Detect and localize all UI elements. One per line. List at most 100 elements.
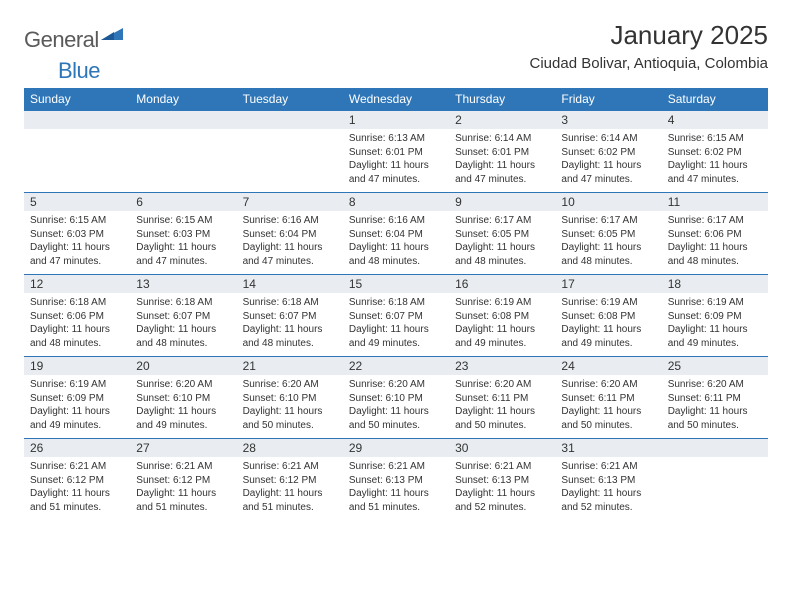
week-daynum-row: 19202122232425	[24, 357, 768, 376]
sunset-line: Sunset: 6:07 PM	[349, 310, 443, 324]
daylight-line: Daylight: 11 hours and 47 minutes.	[455, 159, 549, 186]
daylight-line: Daylight: 11 hours and 47 minutes.	[668, 159, 762, 186]
day-number-cell: 7	[237, 193, 343, 212]
day-detail-cell	[130, 129, 236, 193]
sunrise-line: Sunrise: 6:17 AM	[455, 214, 549, 228]
sunset-line: Sunset: 6:10 PM	[136, 392, 230, 406]
day-detail-cell: Sunrise: 6:20 AMSunset: 6:11 PMDaylight:…	[555, 375, 661, 439]
sunrise-line: Sunrise: 6:15 AM	[30, 214, 124, 228]
day-number-cell: 14	[237, 275, 343, 294]
sunset-line: Sunset: 6:10 PM	[243, 392, 337, 406]
sunrise-line: Sunrise: 6:19 AM	[561, 296, 655, 310]
day-detail-cell: Sunrise: 6:19 AMSunset: 6:09 PMDaylight:…	[24, 375, 130, 439]
daylight-line: Daylight: 11 hours and 47 minutes.	[349, 159, 443, 186]
sunrise-line: Sunrise: 6:16 AM	[243, 214, 337, 228]
sunset-line: Sunset: 6:12 PM	[30, 474, 124, 488]
sunset-line: Sunset: 6:08 PM	[455, 310, 549, 324]
sunset-line: Sunset: 6:12 PM	[136, 474, 230, 488]
week-detail-row: Sunrise: 6:15 AMSunset: 6:03 PMDaylight:…	[24, 211, 768, 275]
daylight-line: Daylight: 11 hours and 50 minutes.	[349, 405, 443, 432]
day-number-cell	[237, 111, 343, 130]
day-detail-cell	[662, 457, 768, 520]
daylight-line: Daylight: 11 hours and 48 minutes.	[243, 323, 337, 350]
day-detail-cell: Sunrise: 6:21 AMSunset: 6:12 PMDaylight:…	[130, 457, 236, 520]
week-daynum-row: 12131415161718	[24, 275, 768, 294]
day-detail-cell: Sunrise: 6:18 AMSunset: 6:07 PMDaylight:…	[237, 293, 343, 357]
daylight-line: Daylight: 11 hours and 49 minutes.	[455, 323, 549, 350]
sunrise-line: Sunrise: 6:15 AM	[136, 214, 230, 228]
daylight-line: Daylight: 11 hours and 49 minutes.	[136, 405, 230, 432]
day-detail-cell: Sunrise: 6:19 AMSunset: 6:08 PMDaylight:…	[555, 293, 661, 357]
sunrise-line: Sunrise: 6:21 AM	[30, 460, 124, 474]
daylight-line: Daylight: 11 hours and 51 minutes.	[243, 487, 337, 514]
day-detail-cell: Sunrise: 6:20 AMSunset: 6:11 PMDaylight:…	[662, 375, 768, 439]
week-daynum-row: 1234	[24, 111, 768, 130]
day-header-row: SundayMondayTuesdayWednesdayThursdayFrid…	[24, 88, 768, 111]
day-detail-cell	[24, 129, 130, 193]
day-detail-cell: Sunrise: 6:18 AMSunset: 6:07 PMDaylight:…	[130, 293, 236, 357]
day-number-cell: 10	[555, 193, 661, 212]
sunrise-line: Sunrise: 6:13 AM	[349, 132, 443, 146]
day-number-cell: 25	[662, 357, 768, 376]
day-detail-cell: Sunrise: 6:20 AMSunset: 6:10 PMDaylight:…	[343, 375, 449, 439]
daylight-line: Daylight: 11 hours and 51 minutes.	[349, 487, 443, 514]
logo-text-blue: Blue	[58, 58, 100, 83]
day-number-cell: 20	[130, 357, 236, 376]
daylight-line: Daylight: 11 hours and 49 minutes.	[349, 323, 443, 350]
day-number-cell: 11	[662, 193, 768, 212]
day-number-cell: 6	[130, 193, 236, 212]
day-header: Friday	[555, 88, 661, 111]
sunset-line: Sunset: 6:04 PM	[349, 228, 443, 242]
sunrise-line: Sunrise: 6:20 AM	[455, 378, 549, 392]
sunset-line: Sunset: 6:09 PM	[30, 392, 124, 406]
day-number-cell: 4	[662, 111, 768, 130]
sunset-line: Sunset: 6:03 PM	[136, 228, 230, 242]
day-detail-cell: Sunrise: 6:21 AMSunset: 6:12 PMDaylight:…	[24, 457, 130, 520]
day-number-cell: 5	[24, 193, 130, 212]
day-number-cell: 1	[343, 111, 449, 130]
day-detail-cell: Sunrise: 6:20 AMSunset: 6:10 PMDaylight:…	[237, 375, 343, 439]
sunset-line: Sunset: 6:08 PM	[561, 310, 655, 324]
daylight-line: Daylight: 11 hours and 49 minutes.	[30, 405, 124, 432]
calendar-page: General January 2025 Ciudad Bolivar, Ant…	[0, 0, 792, 540]
day-number-cell: 22	[343, 357, 449, 376]
day-header: Wednesday	[343, 88, 449, 111]
logo-text-general: General	[24, 27, 99, 53]
day-detail-cell: Sunrise: 6:21 AMSunset: 6:12 PMDaylight:…	[237, 457, 343, 520]
sunrise-line: Sunrise: 6:21 AM	[561, 460, 655, 474]
sunset-line: Sunset: 6:13 PM	[455, 474, 549, 488]
sunrise-line: Sunrise: 6:20 AM	[349, 378, 443, 392]
day-number-cell: 18	[662, 275, 768, 294]
day-number-cell: 27	[130, 439, 236, 458]
daylight-line: Daylight: 11 hours and 48 minutes.	[455, 241, 549, 268]
week-detail-row: Sunrise: 6:21 AMSunset: 6:12 PMDaylight:…	[24, 457, 768, 520]
daylight-line: Daylight: 11 hours and 52 minutes.	[455, 487, 549, 514]
day-number-cell: 29	[343, 439, 449, 458]
daylight-line: Daylight: 11 hours and 47 minutes.	[30, 241, 124, 268]
day-number-cell	[24, 111, 130, 130]
day-detail-cell: Sunrise: 6:14 AMSunset: 6:01 PMDaylight:…	[449, 129, 555, 193]
day-detail-cell: Sunrise: 6:20 AMSunset: 6:10 PMDaylight:…	[130, 375, 236, 439]
day-detail-cell: Sunrise: 6:13 AMSunset: 6:01 PMDaylight:…	[343, 129, 449, 193]
sunrise-line: Sunrise: 6:19 AM	[455, 296, 549, 310]
sunrise-line: Sunrise: 6:18 AM	[30, 296, 124, 310]
day-detail-cell: Sunrise: 6:15 AMSunset: 6:02 PMDaylight:…	[662, 129, 768, 193]
daylight-line: Daylight: 11 hours and 47 minutes.	[136, 241, 230, 268]
day-detail-cell: Sunrise: 6:19 AMSunset: 6:08 PMDaylight:…	[449, 293, 555, 357]
day-detail-cell: Sunrise: 6:17 AMSunset: 6:05 PMDaylight:…	[555, 211, 661, 275]
day-number-cell: 26	[24, 439, 130, 458]
week-daynum-row: 262728293031	[24, 439, 768, 458]
day-number-cell: 17	[555, 275, 661, 294]
sunset-line: Sunset: 6:05 PM	[455, 228, 549, 242]
sunset-line: Sunset: 6:09 PM	[668, 310, 762, 324]
logo: General	[24, 20, 123, 53]
daylight-line: Daylight: 11 hours and 49 minutes.	[561, 323, 655, 350]
day-number-cell: 2	[449, 111, 555, 130]
daylight-line: Daylight: 11 hours and 48 minutes.	[561, 241, 655, 268]
sunset-line: Sunset: 6:05 PM	[561, 228, 655, 242]
daylight-line: Daylight: 11 hours and 50 minutes.	[561, 405, 655, 432]
day-number-cell: 19	[24, 357, 130, 376]
day-detail-cell: Sunrise: 6:15 AMSunset: 6:03 PMDaylight:…	[24, 211, 130, 275]
sunset-line: Sunset: 6:06 PM	[30, 310, 124, 324]
day-header: Tuesday	[237, 88, 343, 111]
